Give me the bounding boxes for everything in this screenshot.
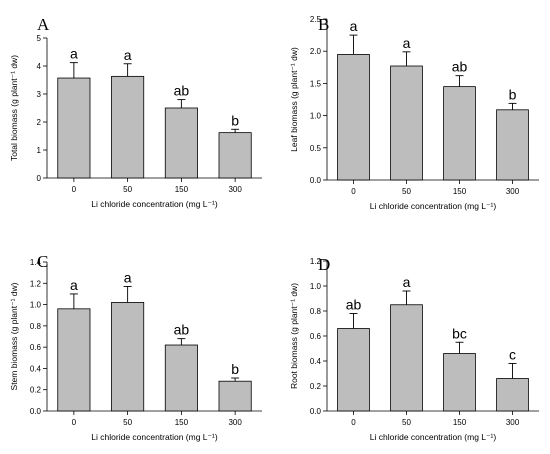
y-tick-label-c: 1.0 [30,301,42,310]
bar-b-300 [496,109,529,181]
x-tick-label-c: 150 [175,418,189,427]
x-tick-label-d: 0 [351,418,356,427]
y-tick-label-a: 4 [37,62,42,71]
panel-c: C Li chloride concentration (mg L⁻¹) Ste… [9,252,262,442]
y-tick-label-b: 2.0 [310,47,322,56]
significance-label-a-0: a [70,46,78,62]
y-tick-label-a: 0 [37,174,42,183]
panel-b: B Li chloride concentration (mg L⁻¹) Lea… [289,15,539,211]
x-tick-label-b: 150 [453,187,467,196]
bar-b-50 [390,65,423,181]
x-axis-label-a: Li chloride concentration (mg L⁻¹) [91,199,218,209]
significance-label-a-300: b [231,112,239,128]
y-tick-label-b: 1.5 [310,79,322,88]
bar-d-150 [443,353,476,412]
x-axis-label-b: Li chloride concentration (mg L⁻¹) [370,201,497,211]
x-tick-label-c: 0 [72,418,77,427]
significance-label-c-150: ab [174,322,190,338]
x-tick-label-c: 50 [123,418,132,427]
x-tick-label-a: 150 [175,185,189,194]
x-tick-label-c: 300 [228,418,242,427]
bar-d-0 [337,328,370,412]
x-tick-label-d: 50 [402,418,411,427]
bar-c-150 [164,344,198,412]
bar-c-50 [111,302,145,412]
bar-a-50 [111,75,145,179]
significance-label-d-50: a [403,274,411,290]
x-tick-label-a: 0 [72,185,77,194]
panel-d: D Li chloride concentration (mg L⁻¹) Roo… [289,255,539,442]
y-tick-label-d: 0.6 [310,332,322,341]
y-tick-label-d: 0.2 [310,382,322,391]
y-tick-label-c: 1.4 [30,258,42,267]
panel-letter-b: B [318,15,329,34]
significance-label-b-150: ab [452,59,468,75]
bar-c-300 [218,380,252,412]
significance-label-a-50: a [124,47,132,63]
significance-label-b-300: b [509,86,517,102]
x-tick-label-b: 50 [402,187,411,196]
x-tick-label-d: 300 [506,418,520,427]
bar-a-300 [218,132,252,179]
y-tick-label-c: 0.4 [30,364,42,373]
bar-a-0 [57,77,91,179]
y-tick-label-d: 0.4 [310,357,322,366]
significance-label-d-150: bc [452,325,467,341]
y-tick-label-b: 0.5 [310,144,322,153]
significance-label-c-300: b [231,361,239,377]
y-axis-label-d: Root biomass (g plant⁻¹ dw) [289,283,299,389]
x-tick-label-b: 300 [506,187,520,196]
bar-d-300 [496,378,529,412]
significance-label-c-50: a [124,269,132,285]
y-tick-label-d: 1.0 [310,282,322,291]
bar-a-150 [164,107,198,179]
significance-label-a-150: ab [174,83,190,99]
x-axis-label-d: Li chloride concentration (mg L⁻¹) [370,432,497,442]
y-tick-label-b: 0.0 [310,176,322,185]
y-tick-label-c: 0.0 [30,407,42,416]
y-tick-label-a: 1 [37,146,42,155]
y-tick-label-d: 1.2 [310,257,322,266]
significance-label-d-0: ab [346,297,362,313]
y-tick-label-b: 2.5 [310,15,322,24]
bar-b-150 [443,86,476,181]
y-tick-label-d: 0.0 [310,407,322,416]
x-tick-label-b: 0 [351,187,356,196]
bar-b-0 [337,54,370,181]
x-tick-label-d: 150 [453,418,467,427]
y-axis-label-c: Stem biomass (g plant⁻¹ dw) [9,282,19,390]
y-tick-label-c: 0.6 [30,343,42,352]
y-tick-label-a: 3 [37,90,42,99]
significance-label-b-50: a [403,35,411,51]
y-axis-label-b: Leaf biomass (g plant⁻¹ dw) [289,47,299,152]
bar-d-50 [390,304,423,412]
x-axis-label-c: Li chloride concentration (mg L⁻¹) [91,432,218,442]
significance-label-c-0: a [70,277,78,293]
x-tick-label-a: 50 [123,185,132,194]
significance-label-d-300: c [509,347,516,363]
y-tick-label-b: 1.0 [310,112,322,121]
bar-c-0 [57,308,91,412]
x-tick-label-a: 300 [228,185,242,194]
panel-a: A Li chloride concentration (mg L⁻¹) Tot… [9,15,262,209]
y-tick-label-d: 0.8 [310,307,322,316]
y-tick-label-c: 1.2 [30,279,42,288]
y-tick-label-a: 2 [37,118,42,127]
panel-letter-a: A [37,15,50,34]
y-tick-label-c: 0.8 [30,322,42,331]
panel-letter-c: C [37,252,48,271]
significance-label-b-0: a [350,18,358,34]
y-tick-label-c: 0.2 [30,386,42,395]
y-axis-label-a: Total biomass (g plant⁻¹ dw) [9,55,19,161]
y-tick-label-a: 5 [37,34,42,43]
